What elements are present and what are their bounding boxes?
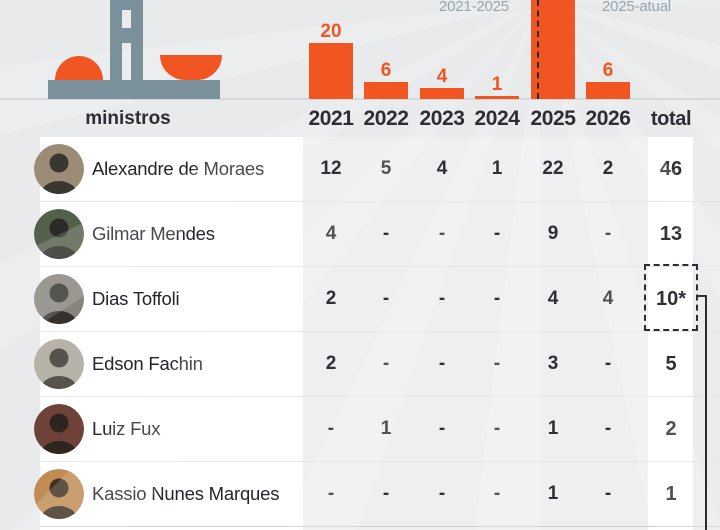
column-header-2022: 2022 [363, 107, 409, 130]
bar-value-label: 4 [436, 66, 448, 87]
column-header-total: total [650, 108, 692, 130]
minister-name: Alexandre de Moraes [92, 158, 265, 179]
year-value-cell: - [438, 418, 446, 439]
year-value-cell: - [604, 418, 612, 439]
year-value-cell: - [438, 483, 446, 504]
legend-period-left: 2021-2025 [439, 0, 509, 15]
bar-2024 [475, 96, 519, 99]
year-value-cell: - [493, 418, 501, 439]
bar-2023 [420, 88, 464, 99]
highlight-connector-horizontal [697, 295, 706, 297]
year-value-cell: 1 [491, 158, 503, 179]
year-value-cell: 3 [547, 353, 559, 374]
year-value-cell: - [327, 483, 335, 504]
year-value-cell: 1 [547, 418, 559, 439]
minister-avatar [34, 339, 84, 389]
table-row: Edson Fachin 2 - - - 3 - 5 [34, 331, 720, 396]
column-header-2021: 2021 [308, 107, 354, 130]
minister-name: Kassio Nunes Marques [92, 483, 280, 504]
year-value-cell: - [493, 483, 501, 504]
minister-name: Gilmar Mendes [92, 223, 215, 244]
ministers-table: Alexandre de Moraes 12 5 4 1 22 2 46 Gilmar Men… [34, 137, 720, 530]
bar-value-label: 6 [602, 60, 614, 81]
minister-name: Dias Toffoli [92, 288, 180, 309]
year-value-cell: 4 [436, 158, 448, 179]
year-value-cell: - [382, 223, 390, 244]
year-value-cell: 4 [325, 223, 337, 244]
column-header-ministros: ministros [85, 108, 171, 129]
years-column-band [303, 137, 648, 530]
column-header-2025: 2025 [530, 107, 576, 130]
table-row: Gilmar Mendes 4 - - - 9 - 13 [34, 201, 720, 266]
year-value-cell: - [438, 288, 446, 309]
chart-baseline [0, 98, 720, 100]
year-value-cell: - [493, 223, 501, 244]
bar-2022 [364, 82, 408, 99]
year-value-cell: - [493, 288, 501, 309]
year-value-cell: 5 [380, 158, 392, 179]
year-value-cell: - [382, 483, 390, 504]
bar-value-label: 20 [320, 21, 342, 42]
bar-2021 [309, 43, 353, 99]
minister-name: Luiz Fux [92, 418, 161, 439]
column-header-2026: 2026 [585, 107, 631, 130]
year-value-cell: - [493, 353, 501, 374]
total-value-cell: 5 [665, 353, 677, 375]
total-value-cell: 10* [655, 288, 687, 310]
total-value-cell: 13 [659, 223, 683, 245]
year-value-cell: 4 [547, 288, 559, 309]
minister-avatar [34, 469, 84, 519]
minister-avatar [34, 404, 84, 454]
total-value-cell: 46 [659, 158, 683, 180]
table-row-partial [40, 526, 720, 530]
column-header-2024: 2024 [474, 107, 520, 130]
year-value-cell: 1 [380, 418, 392, 439]
year-value-cell: 2 [602, 158, 614, 179]
period-divider-dashed-line [537, 0, 539, 99]
highlight-connector-vertical [705, 295, 707, 530]
bar-2026 [586, 82, 630, 99]
table-row: Kassio Nunes Marques - - - - 1 - 1 [34, 461, 720, 526]
minister-avatar [34, 274, 84, 324]
year-value-cell: - [438, 353, 446, 374]
bar-value-label: 1 [491, 74, 503, 95]
year-value-cell: - [382, 288, 390, 309]
total-highlight-dashed-box [644, 264, 698, 331]
year-value-cell: - [382, 353, 390, 374]
year-value-cell: 4 [602, 288, 614, 309]
minister-name: Edson Fachin [92, 353, 203, 374]
table-row: Luiz Fux - 1 - - 1 - 2 [34, 396, 720, 461]
minister-avatar [34, 209, 84, 259]
year-value-cell: 1 [547, 483, 559, 504]
year-value-cell: - [438, 223, 446, 244]
table-row: Dias Toffoli 2 - - - 4 4 10* [34, 266, 720, 331]
year-value-cell: - [327, 418, 335, 439]
year-value-cell: 9 [547, 223, 559, 244]
column-header-2023: 2023 [419, 107, 465, 130]
total-value-cell: 2 [665, 418, 677, 440]
year-value-cell: 2 [325, 288, 337, 309]
legend-period-right: 2025-atual [602, 0, 671, 15]
total-value-cell: 1 [665, 483, 677, 505]
year-value-cell: 2 [325, 353, 337, 374]
table-row: Alexandre de Moraes 12 5 4 1 22 2 46 [34, 137, 720, 201]
year-value-cell: - [604, 353, 612, 374]
bar-value-label: 6 [380, 60, 392, 81]
year-value-cell: - [604, 223, 612, 244]
year-value-cell: 22 [542, 158, 564, 179]
minister-avatar [34, 144, 84, 194]
year-value-cell: - [604, 483, 612, 504]
year-value-cell: 12 [320, 158, 342, 179]
